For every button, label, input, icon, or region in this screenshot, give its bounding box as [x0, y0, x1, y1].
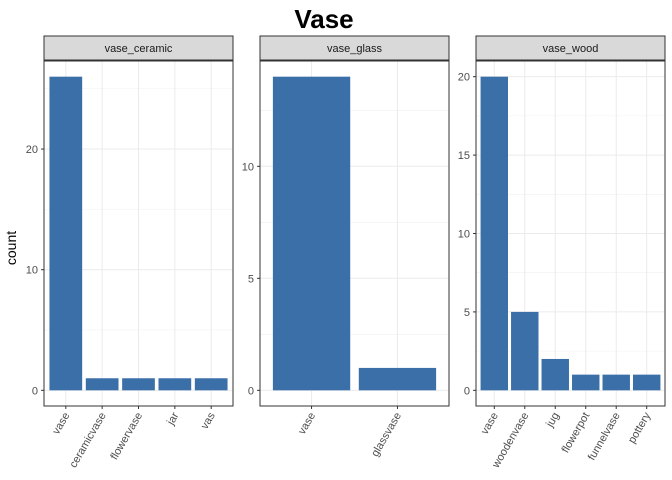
bar-jar: [158, 378, 192, 391]
bar-pottery: [632, 374, 661, 391]
y-axis-label: count: [3, 231, 19, 265]
x-tick-label: jug: [544, 411, 562, 431]
y-tick-label: 20: [26, 144, 38, 156]
x-tick-label: vas: [199, 410, 218, 431]
x-tick-label: flowerpot: [560, 411, 593, 456]
y-tick-label: 15: [458, 150, 470, 162]
bar-funnelvase: [602, 374, 630, 391]
y-tick-label: 10: [458, 229, 470, 241]
facet-strip-label: vase_glass: [327, 43, 383, 55]
bar-vase: [49, 76, 83, 391]
bar-vase: [480, 76, 509, 391]
bar-glassvase: [358, 367, 437, 391]
x-tick-label: ceramicvase: [67, 411, 108, 470]
x-tick-label: jar: [164, 410, 181, 428]
bar-jug: [541, 358, 569, 391]
x-tick-label: funnelvase: [586, 411, 623, 463]
facet-strip: [259, 35, 450, 61]
y-tick-label: 0: [248, 385, 254, 397]
bar-vas: [194, 378, 228, 391]
x-tick-label: vase: [479, 411, 501, 437]
x-tick-label: glassvase: [369, 411, 404, 459]
facet-strip: [43, 35, 234, 61]
facet-vase_glass: vase_glass 0 5 10 vase glassvase: [242, 35, 450, 459]
bar-ceramicvase: [85, 378, 119, 391]
bar-flowervase: [122, 378, 155, 391]
x-tick-label: flowervase: [108, 411, 145, 463]
y-tick-label: 10: [242, 161, 254, 173]
y-tick-label: 0: [32, 385, 38, 397]
y-tick-label: 5: [248, 273, 254, 285]
facet-strip-label: vase_ceramic: [105, 43, 173, 55]
bar-flowerpot: [572, 374, 600, 391]
y-tick-label: 0: [464, 385, 470, 397]
facet-strip-label: vase_wood: [543, 43, 599, 55]
facet-strip: [475, 35, 666, 61]
y-tick-label: 10: [26, 265, 38, 277]
chart-title: Vase: [294, 4, 353, 34]
y-tick-label: 20: [458, 72, 470, 84]
x-tick-label: vase: [50, 411, 72, 437]
bar-woodenvase: [511, 311, 539, 391]
x-tick-label: vase: [296, 411, 318, 437]
y-tick-label: 5: [464, 307, 470, 319]
x-tick-label: pottery: [626, 410, 653, 446]
panel-border: [259, 60, 450, 407]
bar-vase: [272, 76, 351, 391]
